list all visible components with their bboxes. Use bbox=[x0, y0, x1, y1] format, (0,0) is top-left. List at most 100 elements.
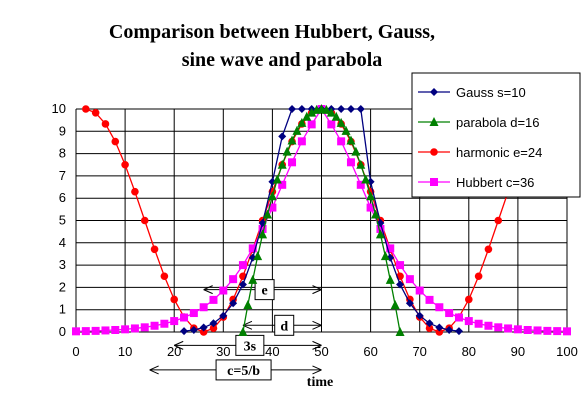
data-point bbox=[180, 327, 189, 336]
data-point bbox=[341, 125, 351, 135]
y-tick-label: 5 bbox=[59, 213, 66, 228]
annotation-box bbox=[235, 334, 265, 356]
data-point bbox=[326, 107, 336, 117]
annotation-arrowhead bbox=[149, 365, 159, 375]
data-point bbox=[415, 286, 424, 295]
data-point bbox=[170, 295, 178, 304]
data-point bbox=[346, 158, 355, 167]
data-point bbox=[494, 323, 503, 332]
legend-box bbox=[411, 72, 581, 198]
annotation-d: d bbox=[242, 314, 322, 336]
axes bbox=[75, 109, 567, 333]
legend-entry: Gauss s=10 bbox=[418, 85, 526, 100]
data-point bbox=[160, 272, 169, 281]
data-point bbox=[243, 300, 253, 310]
data-point bbox=[454, 313, 463, 322]
data-point bbox=[292, 125, 302, 135]
annotation-arrowhead bbox=[312, 340, 322, 350]
data-point bbox=[366, 177, 375, 186]
data-point bbox=[396, 280, 405, 289]
data-point bbox=[278, 132, 287, 141]
span-annotations: e d 3s c=5/b bbox=[149, 279, 322, 381]
data-point bbox=[386, 244, 395, 253]
data-point bbox=[268, 177, 277, 186]
data-point bbox=[272, 174, 282, 184]
data-point bbox=[321, 104, 331, 114]
data-point bbox=[91, 108, 100, 117]
data-point bbox=[337, 137, 346, 146]
annotation-box bbox=[254, 279, 275, 301]
legend-entry: harmonic e=24 bbox=[418, 145, 542, 160]
data-point bbox=[425, 295, 434, 304]
data-point bbox=[445, 325, 454, 334]
y-tick-label: 2 bbox=[59, 279, 66, 294]
data-point bbox=[553, 327, 562, 336]
data-point bbox=[513, 325, 522, 334]
data-point bbox=[523, 325, 532, 334]
data-point bbox=[366, 203, 375, 212]
data-point bbox=[474, 272, 483, 281]
data-point bbox=[253, 251, 263, 261]
data-point bbox=[248, 244, 257, 253]
annotation-arrowhead bbox=[173, 340, 184, 350]
legend-label: Gauss s=10 bbox=[456, 85, 526, 100]
data-point bbox=[425, 324, 434, 333]
data-point bbox=[429, 117, 439, 126]
annotation-box bbox=[215, 359, 272, 381]
y-tick-label: 1 bbox=[59, 302, 66, 317]
data-point bbox=[430, 148, 438, 156]
data-point bbox=[563, 327, 571, 336]
data-point bbox=[435, 328, 444, 336]
data-point bbox=[277, 159, 287, 169]
annotation-arrowhead bbox=[203, 285, 213, 295]
data-point bbox=[336, 117, 346, 127]
data-point bbox=[219, 286, 228, 295]
legend-label: harmonic e=24 bbox=[456, 145, 542, 160]
data-point bbox=[209, 319, 218, 328]
data-point bbox=[189, 325, 198, 334]
data-point bbox=[282, 146, 292, 156]
data-point bbox=[140, 323, 149, 332]
data-point bbox=[81, 327, 90, 336]
data-point bbox=[101, 326, 110, 335]
data-point bbox=[150, 321, 159, 330]
data-point bbox=[405, 299, 414, 308]
data-point bbox=[101, 120, 110, 128]
data-point bbox=[199, 328, 208, 336]
series-parabola bbox=[238, 104, 405, 336]
data-point bbox=[219, 311, 228, 320]
data-point bbox=[189, 309, 198, 318]
data-point bbox=[91, 326, 100, 335]
data-point bbox=[396, 261, 405, 270]
data-point bbox=[111, 137, 120, 146]
x-tick-label: 60 bbox=[363, 344, 377, 359]
data-point bbox=[376, 224, 385, 233]
data-point bbox=[356, 105, 365, 113]
data-point bbox=[267, 191, 277, 201]
data-point bbox=[150, 245, 159, 254]
data-point bbox=[484, 321, 493, 330]
data-point bbox=[474, 319, 483, 328]
legend-label: parabola d=16 bbox=[456, 115, 540, 130]
annotation-3s: 3s bbox=[173, 334, 322, 356]
y-tick-label: 3 bbox=[59, 257, 66, 272]
annotation-label: c=5/b bbox=[227, 364, 260, 379]
data-point bbox=[140, 216, 149, 225]
data-point bbox=[288, 158, 297, 167]
annotation-arrowhead bbox=[312, 365, 322, 375]
annotation-arrowhead bbox=[312, 285, 322, 295]
data-point bbox=[415, 311, 424, 320]
data-point bbox=[435, 323, 444, 332]
data-point bbox=[160, 319, 169, 328]
x-tick-label: 0 bbox=[72, 344, 79, 359]
data-point bbox=[346, 135, 356, 145]
data-point bbox=[287, 135, 297, 145]
data-point bbox=[307, 107, 317, 117]
x-tick-label: 20 bbox=[167, 344, 181, 359]
data-point bbox=[82, 105, 90, 113]
data-point bbox=[72, 327, 80, 336]
data-point bbox=[484, 245, 493, 254]
chart-title-line-2: sine wave and parabola bbox=[182, 49, 383, 71]
annotation-arrowhead bbox=[312, 320, 322, 330]
